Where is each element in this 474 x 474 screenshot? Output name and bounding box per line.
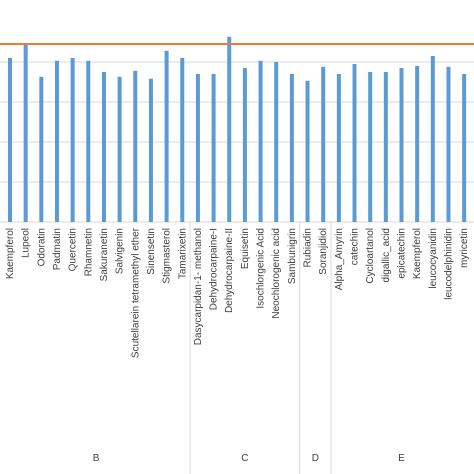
bar (352, 64, 357, 222)
x-tick-label: Kaempferol (412, 228, 423, 279)
x-tick-label: Isochlorgenic Acid (256, 228, 267, 309)
bar (117, 76, 122, 222)
group-label: B (93, 453, 100, 464)
bar (86, 60, 91, 222)
x-tick-label: Padmatin (52, 228, 63, 270)
bar (446, 66, 451, 222)
x-tick-label: digallic_acid (381, 228, 392, 282)
bar (148, 78, 153, 222)
bar (195, 74, 200, 222)
bar (415, 66, 420, 222)
x-tick-label: Dasycarpidan-1- methanol (193, 228, 204, 345)
bar (39, 76, 44, 222)
x-tick-label: leucocyanidin (428, 228, 439, 289)
x-tick-label: myricetin (459, 228, 470, 268)
bar (258, 60, 263, 222)
x-tick-label: Sinensetin (146, 228, 157, 275)
bar (180, 58, 185, 222)
x-tick-label: Soranjidiol (318, 228, 329, 275)
group-label: E (398, 453, 405, 464)
x-tick-label: Salvigenin (115, 228, 126, 274)
x-tick-label: Dehydrocarpaine-II (224, 228, 235, 313)
bar (274, 62, 279, 222)
x-tick-label: Scutellarein tetramethyl ether (130, 227, 141, 358)
bar (211, 74, 216, 222)
x-tick-label: Stigmasterol (162, 228, 173, 284)
x-tick-label: Kaempferol (5, 228, 16, 279)
bar (101, 72, 106, 222)
x-tick-label: catechin (350, 228, 361, 265)
bar (430, 56, 435, 222)
bar (305, 80, 310, 222)
bar (383, 72, 388, 222)
x-tick-label: Neochlorogenic acid (271, 228, 282, 319)
x-tick-label: Quercetin (68, 228, 79, 271)
x-tick-label: leucodelphinidin (443, 228, 454, 300)
group-label: D (312, 453, 319, 464)
bar (8, 58, 12, 222)
x-tick-label: epicatechin (397, 228, 408, 279)
bar (242, 68, 247, 222)
bar (399, 68, 404, 222)
bar (321, 66, 326, 222)
x-tick-label: Sakuranetin (99, 228, 110, 281)
x-tick-label: Dehydrocarpaine-I (209, 228, 220, 310)
x-tick-label: Cycloartanol (365, 228, 376, 284)
bar (227, 36, 232, 222)
bar (462, 74, 467, 222)
bar (289, 74, 294, 222)
group-label: C (241, 453, 248, 464)
bar (336, 74, 341, 222)
x-tick-label: Sambunigrin (287, 228, 298, 284)
x-tick-label: Tamarixetin (177, 228, 188, 279)
x-tick-label: Odoratin (36, 228, 47, 266)
x-tick-label: Lupeol (21, 228, 32, 258)
x-tick-label: Rhamnetin (83, 228, 94, 276)
x-tick-label: Alpha_Amyrin (334, 228, 345, 290)
bar (133, 70, 138, 222)
bar (164, 50, 169, 222)
x-tick-label: Rubiadin (303, 228, 314, 267)
bar (70, 58, 75, 222)
bar (368, 72, 373, 222)
bar (23, 44, 28, 222)
bar (54, 60, 59, 222)
x-tick-label: Equisetin (240, 228, 251, 269)
